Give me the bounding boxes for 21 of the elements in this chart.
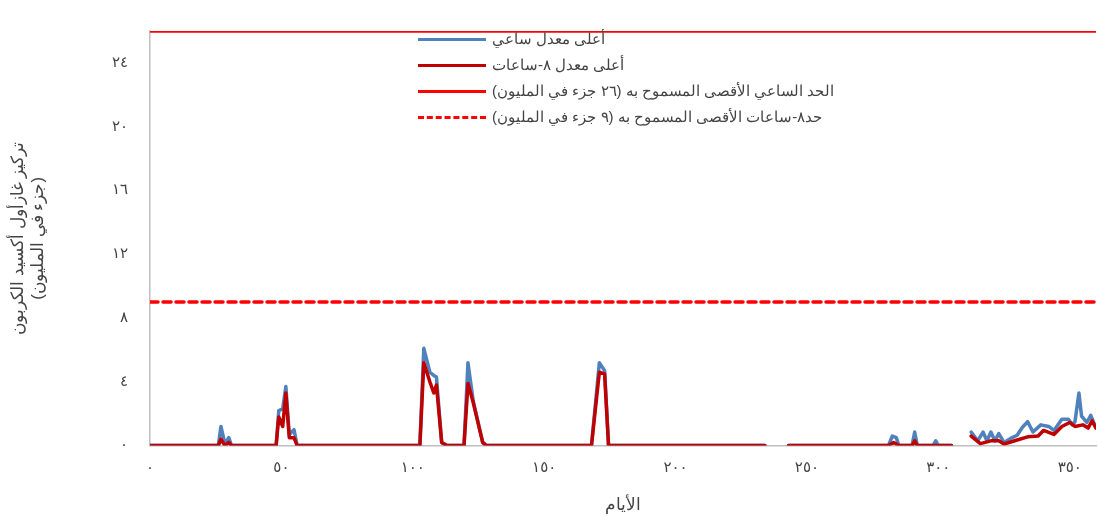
legend-label: حد٨-ساعات الأقصى المسموح به (٩ جزء في المليون) [492,107,823,128]
y-tick-label: ٤ [119,371,128,390]
legend-label: الحد الساعي الأقصى المسموح به (٢٦ جزء في المليون) [492,81,835,102]
x-axis-title: الأيام [605,494,641,516]
y-tick-label: ٢٠ [111,116,128,135]
y-tick-label: ٢٤ [111,52,128,71]
x-tick-label: ٢٠٠ [663,458,688,477]
x-tick-label: ٣٠٠ [926,458,951,477]
x-tick-label: ٣٥٠ [1057,458,1082,477]
x-tick-label: ٠ [145,458,155,477]
legend-label: أعلى معدل ساعي [492,28,606,50]
x-tick-label: ١٠٠ [400,458,425,477]
y-tick-label: ٠ [119,435,128,454]
x-tick-label: ٢٥٠ [794,458,820,477]
legend-label: أعلى معدل ٨-ساعات [492,54,625,75]
x-tick-label: ١٥٠ [532,458,557,477]
y-tick-label: ٨ [119,307,128,326]
y-tick-label: ١٢ [111,244,128,263]
y-axis-title: تركيز غازأول أكسيد الكربون (جزء في المليون) [5,141,49,335]
y-tick-label: ١٦ [111,180,128,199]
x-tick-label: ٥٠ [273,458,290,477]
